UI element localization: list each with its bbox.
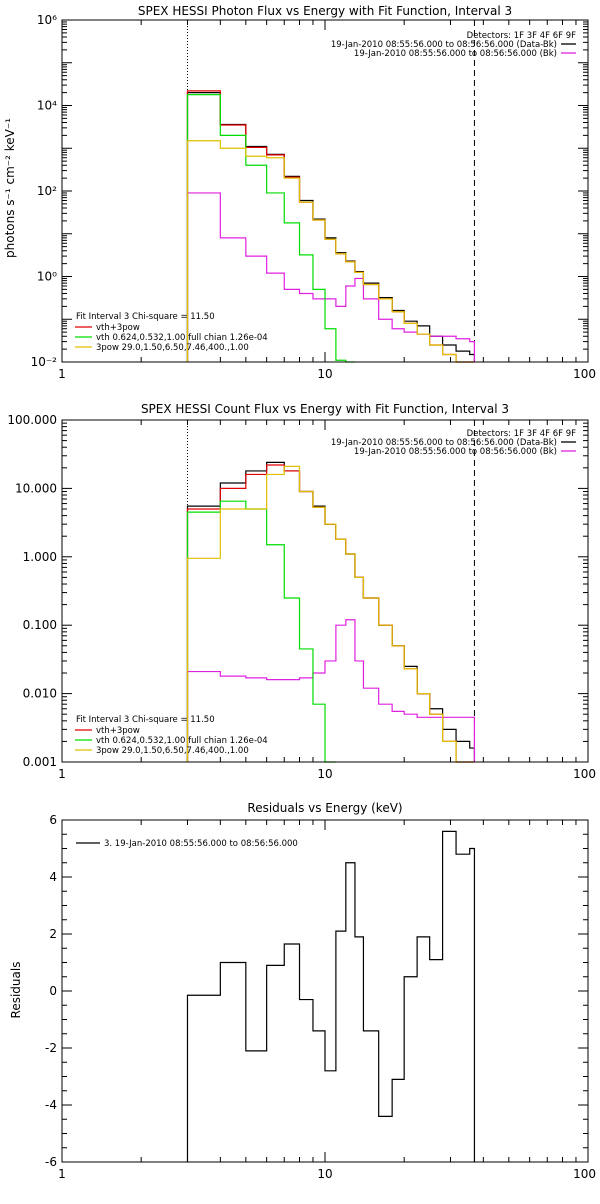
count-flux-panel: SPEX HESSI Count Flux vs Energy with Fit…	[7, 402, 596, 781]
plot-frame	[61, 819, 589, 1163]
x-tick-label: 100	[573, 767, 596, 781]
x-tick-labels: 1 10 100	[58, 767, 596, 781]
legend-label-3pow: 3pow 29.0,1.50,6.50,7.46,400.,1.00	[96, 343, 249, 353]
detectors-label: Detectors: 1F 3F 4F 6F 9F	[467, 31, 576, 41]
plot-area	[61, 19, 589, 363]
y-tick-label: 4	[49, 870, 57, 884]
chart-title: Residuals vs Energy (keV)	[247, 801, 402, 815]
legend-label-bk: 19-Jan-2010 08:55:56.000 to 08:56:56.000…	[354, 447, 557, 457]
x-tick-labels: 1 10 100	[58, 1167, 596, 1181]
x-tick-labels: 1 10 100	[58, 367, 596, 381]
y-axis-label: photons s⁻¹ cm⁻² keV⁻¹	[3, 118, 17, 258]
x-tick-label: 1	[58, 367, 66, 381]
thermal-fit-line	[186, 500, 336, 763]
residuals-panel: Residuals vs Energy (keV) Residuals -6 -4…	[9, 801, 596, 1181]
residuals-legend: 3. 19-Jan-2010 08:55:56.000 to 08:56:56.…	[76, 839, 298, 849]
legend-label-data-bk: 19-Jan-2010 08:55:56.000 to 08:56:56.000…	[331, 438, 557, 448]
background-line	[186, 619, 476, 762]
y-tick-label: 6	[49, 813, 57, 827]
legend-label-bk: 19-Jan-2010 08:55:56.000 to 08:56:56.000…	[354, 49, 557, 59]
series-group	[186, 90, 476, 363]
y-tick-label: 0.001	[23, 755, 57, 769]
fit-legend: Fit Interval 3 Chi-square = 11.50 vth+3p…	[75, 312, 268, 353]
legend-label-vth: vth 0.624,0.532,1.00 full chian 1.26e-04	[96, 736, 268, 746]
axis-ticks	[61, 420, 588, 763]
detectors-label: Detectors: 1F 3F 4F 6F 9F	[467, 429, 576, 439]
legend-label-vth-3pow: vth+3pow	[96, 323, 140, 333]
y-tick-label: -6	[45, 1155, 57, 1169]
y-tick-label: 10⁶	[37, 13, 57, 27]
x-tick-label: 10	[317, 367, 332, 381]
thermal-fit-line	[186, 93, 355, 363]
y-tick-label: 1.000	[23, 550, 57, 564]
header-legend: Detectors: 1F 3F 4F 6F 9F 19-Jan-2010 08…	[331, 429, 576, 457]
y-tick-label: 10²	[37, 184, 57, 198]
residuals-line	[186, 830, 476, 1162]
plot-frame	[61, 19, 589, 363]
photon-flux-panel: SPEX HESSI Photon Flux vs Energy with Fi…	[3, 4, 596, 381]
y-tick-label: 10⁴	[37, 99, 57, 113]
power-law-fit-line	[186, 465, 475, 763]
fit-legend-title: Fit Interval 3 Chi-square = 11.50	[76, 312, 215, 322]
legend-label-residuals: 3. 19-Jan-2010 08:55:56.000 to 08:56:56.…	[104, 839, 298, 849]
y-tick-label: 0	[49, 984, 57, 998]
x-tick-label: 1	[58, 1167, 66, 1181]
y-axis-label: Residuals	[9, 962, 23, 1019]
chart-title: SPEX HESSI Count Flux vs Energy with Fit…	[141, 402, 509, 416]
data-minus-bk-line	[186, 92, 476, 362]
fit-legend: Fit Interval 3 Chi-square = 11.50 vth+3p…	[75, 715, 268, 756]
y-tick-label: 10.000	[15, 481, 57, 495]
y-tick-label: 10⁻²	[31, 355, 58, 369]
total-fit-line	[186, 90, 475, 363]
x-tick-label: 10	[317, 767, 332, 781]
x-tick-label: 100	[573, 367, 596, 381]
y-tick-label: -4	[45, 1098, 57, 1112]
power-law-fit-line	[186, 140, 475, 363]
y-tick-label: 2	[49, 927, 57, 941]
axis-ticks	[61, 819, 588, 1163]
legend-label-3pow: 3pow 29.0,1.50,6.50,7.46,400.,1.00	[96, 746, 249, 756]
plot-area	[61, 819, 589, 1163]
x-tick-label: 1	[58, 767, 66, 781]
x-tick-label: 100	[573, 1167, 596, 1181]
series-group	[186, 830, 476, 1162]
fit-legend-title: Fit Interval 3 Chi-square = 11.50	[76, 715, 215, 725]
y-tick-labels: -6 -4 -2 0 2 4 6	[45, 813, 57, 1169]
header-legend: Detectors: 1F 3F 4F 6F 9F 19-Jan-2010 08…	[331, 31, 576, 59]
y-tick-label: 0.010	[23, 687, 57, 701]
y-tick-label: 0.100	[23, 618, 57, 632]
plot-frame	[61, 419, 589, 763]
range-markers	[186, 420, 475, 762]
legend-label-data-bk: 19-Jan-2010 08:55:56.000 to 08:56:56.000…	[331, 40, 557, 50]
background-line	[186, 192, 476, 362]
legend-label-vth-3pow: vth+3pow	[96, 726, 140, 736]
y-tick-label: -2	[45, 1041, 57, 1055]
range-markers	[186, 20, 475, 362]
x-tick-label: 10	[317, 1167, 332, 1181]
series-group	[186, 461, 476, 763]
axis-ticks	[61, 20, 588, 363]
y-tick-label: 100.000	[7, 413, 57, 427]
y-tick-labels: 0.001 0.010 0.100 1.000 10.000 100.000	[7, 413, 57, 769]
chart-title: SPEX HESSI Photon Flux vs Energy with Fi…	[138, 4, 512, 18]
y-tick-label: 10⁰	[37, 270, 57, 284]
plot-area	[61, 419, 589, 763]
y-tick-labels: 10⁻² 10⁰ 10² 10⁴ 10⁶	[31, 13, 58, 369]
legend-label-vth: vth 0.624,0.532,1.00 full chian 1.26e-04	[96, 333, 268, 343]
